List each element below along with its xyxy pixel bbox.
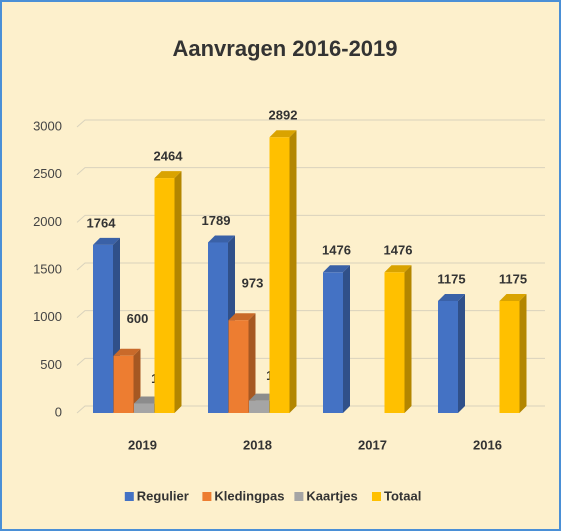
data-label: 1789	[202, 213, 231, 228]
bar-side	[404, 265, 412, 413]
bar-top	[384, 265, 412, 273]
legend-label: Regulier	[137, 488, 189, 503]
data-label: 973	[242, 276, 264, 291]
bar-front	[499, 300, 520, 413]
bar-side	[248, 313, 256, 413]
bar-top	[113, 348, 141, 356]
data-label: 1764	[87, 215, 117, 230]
data-label: 600	[127, 311, 149, 326]
legend-swatch	[124, 492, 134, 501]
bar-top	[154, 171, 182, 179]
bar-top	[208, 235, 235, 243]
bar-side	[343, 265, 350, 413]
data-label: 2892	[269, 108, 298, 123]
legend-swatch	[372, 492, 381, 501]
y-tick-label: 1000	[33, 309, 62, 324]
bar	[154, 171, 182, 413]
bar	[323, 265, 350, 413]
legend-swatch	[202, 492, 212, 501]
data-label: 1175	[499, 271, 527, 286]
bar-front	[93, 244, 113, 413]
bar-side	[133, 348, 141, 413]
y-tick-label: 0	[55, 404, 62, 419]
y-tick-label: 2000	[33, 214, 62, 229]
data-label: 2464	[154, 149, 184, 164]
bar-top	[269, 130, 297, 138]
bar-front	[208, 242, 228, 413]
bar-front	[269, 137, 290, 413]
bar-side	[458, 293, 465, 413]
x-tick-label: 2019	[128, 437, 157, 452]
data-label: 1175	[437, 271, 465, 286]
legend-label: Totaal	[384, 488, 421, 503]
bar-top	[134, 396, 161, 404]
bar-side	[289, 130, 297, 413]
legend-label: Kaartjes	[306, 488, 357, 503]
bar-top	[499, 293, 527, 301]
bar	[113, 348, 141, 413]
bar	[228, 313, 256, 413]
bar-front	[113, 355, 134, 413]
legend-swatch	[294, 492, 304, 501]
y-tick-label: 3000	[33, 118, 62, 133]
bar-top	[249, 393, 276, 401]
bar	[384, 265, 412, 413]
chart-title: Aanvragen 2016-2019	[172, 36, 397, 61]
bar-top	[438, 293, 465, 301]
y-tick-label: 1500	[33, 261, 62, 276]
grid-line	[76, 167, 545, 176]
bar-front	[249, 400, 269, 413]
y-tick-label: 500	[40, 357, 62, 372]
bar	[499, 293, 527, 413]
data-label: 1476	[384, 243, 413, 258]
bar-front	[134, 403, 154, 413]
data-label: 1476	[322, 243, 351, 258]
bar-side	[519, 293, 527, 413]
bar-front	[228, 320, 249, 413]
bar-front	[438, 300, 458, 413]
bar-side	[174, 171, 182, 413]
bar-front	[384, 272, 405, 413]
grid-line	[76, 214, 545, 223]
bar	[269, 130, 297, 413]
x-tick-label: 2018	[243, 437, 272, 452]
bar-front	[154, 178, 175, 413]
bar-top	[93, 237, 120, 245]
bar-top	[323, 265, 350, 273]
x-tick-label: 2017	[358, 437, 387, 452]
bar-front	[323, 272, 343, 413]
bar-top	[228, 313, 256, 321]
grid-line	[76, 119, 545, 128]
grid-line	[76, 262, 545, 271]
x-tick-label: 2016	[473, 437, 502, 452]
y-tick-label: 2500	[33, 166, 62, 181]
legend-label: Kledingpas	[214, 488, 284, 503]
bar	[438, 293, 465, 413]
